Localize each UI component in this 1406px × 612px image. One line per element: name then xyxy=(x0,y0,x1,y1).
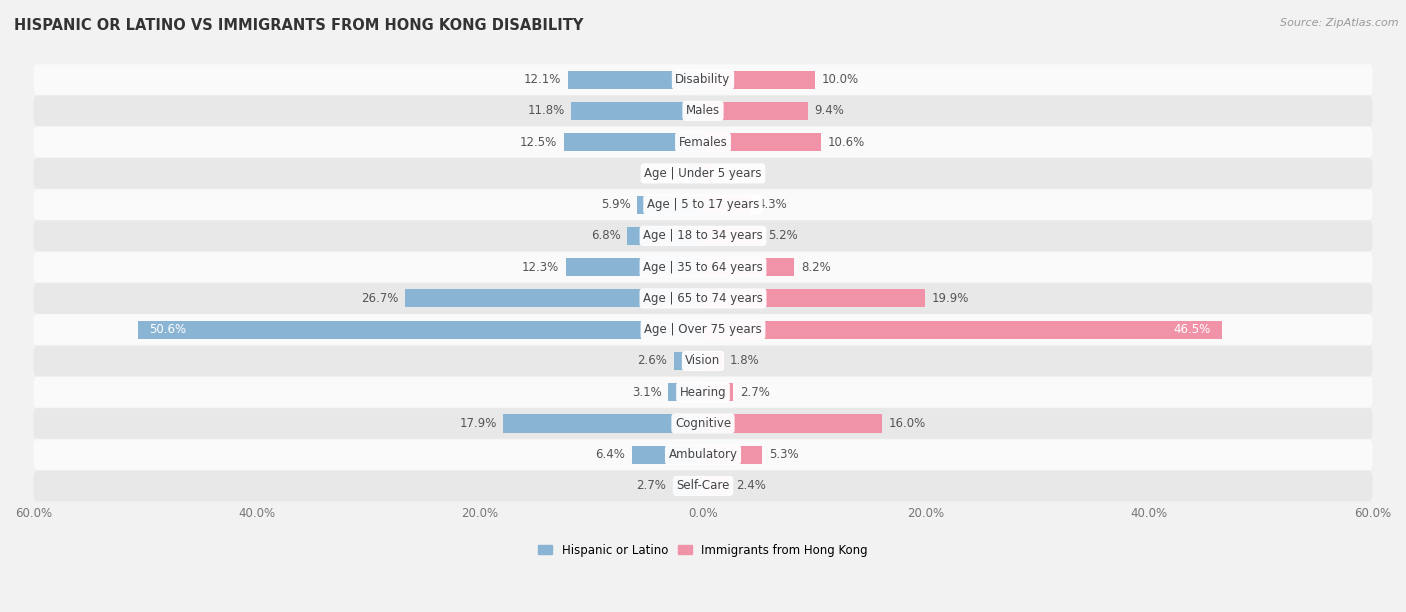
Text: 5.9%: 5.9% xyxy=(600,198,630,211)
FancyBboxPatch shape xyxy=(34,471,1372,501)
Text: Age | 18 to 34 years: Age | 18 to 34 years xyxy=(643,230,763,242)
FancyBboxPatch shape xyxy=(34,252,1372,283)
Text: Age | 5 to 17 years: Age | 5 to 17 years xyxy=(647,198,759,211)
Text: 6.4%: 6.4% xyxy=(595,448,624,461)
Bar xyxy=(703,352,723,370)
Text: 0.95%: 0.95% xyxy=(720,167,758,180)
FancyBboxPatch shape xyxy=(34,127,1372,157)
Bar xyxy=(703,258,794,276)
FancyBboxPatch shape xyxy=(34,189,1372,220)
Bar xyxy=(631,446,703,464)
Bar xyxy=(138,321,703,339)
Text: 5.2%: 5.2% xyxy=(768,230,797,242)
Bar xyxy=(668,383,703,401)
Bar xyxy=(673,352,703,370)
Text: 10.6%: 10.6% xyxy=(828,136,865,149)
Text: 10.0%: 10.0% xyxy=(821,73,859,86)
Bar xyxy=(405,289,703,307)
Text: 2.7%: 2.7% xyxy=(740,386,769,398)
Bar xyxy=(703,383,733,401)
Text: 46.5%: 46.5% xyxy=(1174,323,1211,336)
Bar xyxy=(703,289,925,307)
Text: Disability: Disability xyxy=(675,73,731,86)
Bar xyxy=(703,164,714,182)
Bar xyxy=(703,414,882,433)
Bar xyxy=(703,446,762,464)
Text: Hearing: Hearing xyxy=(679,386,727,398)
Text: 19.9%: 19.9% xyxy=(932,292,969,305)
Bar xyxy=(673,477,703,495)
Text: 2.7%: 2.7% xyxy=(637,479,666,493)
Bar xyxy=(703,321,1222,339)
Legend: Hispanic or Latino, Immigrants from Hong Kong: Hispanic or Latino, Immigrants from Hong… xyxy=(533,539,873,561)
Text: 16.0%: 16.0% xyxy=(889,417,925,430)
Text: 1.8%: 1.8% xyxy=(730,354,759,367)
Bar xyxy=(564,133,703,151)
Text: 5.3%: 5.3% xyxy=(769,448,799,461)
Text: Age | 65 to 74 years: Age | 65 to 74 years xyxy=(643,292,763,305)
Text: Age | Under 5 years: Age | Under 5 years xyxy=(644,167,762,180)
Text: 4.3%: 4.3% xyxy=(758,198,787,211)
Text: 1.3%: 1.3% xyxy=(652,167,682,180)
Text: 9.4%: 9.4% xyxy=(814,105,845,118)
FancyBboxPatch shape xyxy=(34,346,1372,376)
Text: 8.2%: 8.2% xyxy=(801,261,831,274)
FancyBboxPatch shape xyxy=(34,408,1372,439)
Text: 11.8%: 11.8% xyxy=(527,105,565,118)
Bar xyxy=(627,227,703,245)
Text: 12.1%: 12.1% xyxy=(524,73,561,86)
Bar xyxy=(703,102,808,120)
Text: Age | 35 to 64 years: Age | 35 to 64 years xyxy=(643,261,763,274)
Text: Cognitive: Cognitive xyxy=(675,417,731,430)
Text: 3.1%: 3.1% xyxy=(631,386,662,398)
Bar xyxy=(703,477,730,495)
Text: Males: Males xyxy=(686,105,720,118)
Text: 50.6%: 50.6% xyxy=(149,323,187,336)
Text: 6.8%: 6.8% xyxy=(591,230,620,242)
Bar xyxy=(703,227,761,245)
Bar xyxy=(637,196,703,214)
FancyBboxPatch shape xyxy=(34,283,1372,314)
FancyBboxPatch shape xyxy=(34,315,1372,345)
FancyBboxPatch shape xyxy=(34,220,1372,251)
Text: 26.7%: 26.7% xyxy=(361,292,398,305)
FancyBboxPatch shape xyxy=(34,439,1372,470)
Text: 2.6%: 2.6% xyxy=(637,354,668,367)
Bar xyxy=(703,70,814,89)
Bar xyxy=(571,102,703,120)
Bar xyxy=(703,133,821,151)
Text: Self-Care: Self-Care xyxy=(676,479,730,493)
FancyBboxPatch shape xyxy=(34,158,1372,188)
Bar xyxy=(703,196,751,214)
Text: Vision: Vision xyxy=(685,354,721,367)
Text: 17.9%: 17.9% xyxy=(460,417,496,430)
FancyBboxPatch shape xyxy=(34,95,1372,126)
Text: 2.4%: 2.4% xyxy=(737,479,766,493)
Bar xyxy=(568,70,703,89)
Bar xyxy=(689,164,703,182)
Text: HISPANIC OR LATINO VS IMMIGRANTS FROM HONG KONG DISABILITY: HISPANIC OR LATINO VS IMMIGRANTS FROM HO… xyxy=(14,18,583,34)
Bar xyxy=(565,258,703,276)
Text: Age | Over 75 years: Age | Over 75 years xyxy=(644,323,762,336)
Bar xyxy=(503,414,703,433)
Text: Ambulatory: Ambulatory xyxy=(668,448,738,461)
FancyBboxPatch shape xyxy=(34,64,1372,95)
FancyBboxPatch shape xyxy=(34,377,1372,408)
Text: 12.5%: 12.5% xyxy=(520,136,557,149)
Text: Females: Females xyxy=(679,136,727,149)
Text: 12.3%: 12.3% xyxy=(522,261,560,274)
Text: Source: ZipAtlas.com: Source: ZipAtlas.com xyxy=(1281,18,1399,28)
